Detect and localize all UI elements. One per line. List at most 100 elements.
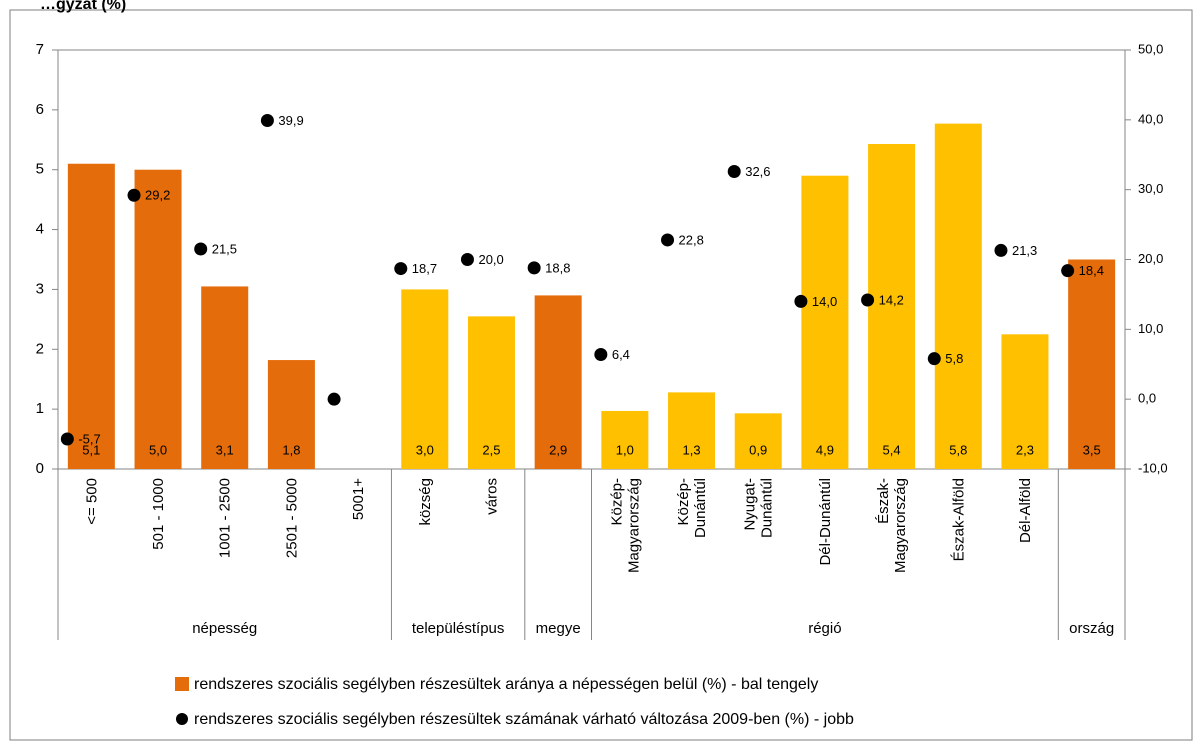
x-axis-category-label: Közép-Dunántúl: [675, 478, 709, 538]
x-axis-category-label: Dél-Alföld: [1017, 478, 1034, 543]
data-point-label: 32,6: [745, 164, 770, 179]
bar: [801, 175, 849, 469]
group-label: településtípus: [412, 620, 505, 637]
data-point-label: 18,7: [412, 261, 437, 276]
data-point: [394, 262, 408, 276]
left-axis-tick-label: 6: [36, 101, 44, 118]
data-point-label: 6,4: [612, 347, 630, 362]
bar-data-label: 0,9: [749, 442, 767, 457]
group-label: megye: [536, 620, 581, 637]
data-point: [194, 242, 208, 256]
data-point: [327, 392, 341, 406]
right-axis-tick-label: 40,0: [1138, 111, 1163, 126]
bar: [201, 286, 249, 469]
x-axis-category-label: Dél-Dunántúl: [817, 478, 834, 566]
data-point: [60, 432, 74, 446]
data-point: [260, 114, 274, 128]
bar: [401, 289, 449, 469]
bar: [134, 169, 182, 469]
bar: [1068, 259, 1116, 469]
data-point-label: 18,8: [545, 260, 570, 275]
bar: [467, 316, 515, 469]
x-axis-category-label: <= 500: [83, 478, 100, 525]
data-point-label: 14,2: [879, 292, 904, 307]
bar: [534, 295, 582, 469]
x-axis-category-label: Nyugat-Dunántúl: [742, 478, 776, 538]
data-point-label: 29,2: [145, 188, 170, 203]
left-axis-tick-label: 5: [36, 161, 44, 178]
bar-data-label: 3,5: [1083, 442, 1101, 457]
right-axis-tick-label: -10,0: [1138, 460, 1168, 475]
bar: [668, 392, 716, 469]
bar-data-label: 5,4: [883, 442, 901, 457]
left-axis-tick-label: 1: [36, 400, 44, 417]
data-point-label: 39,9: [278, 113, 303, 128]
right-axis-tick-label: 0,0: [1138, 391, 1156, 406]
x-axis-category-label: Észak-Magyarország: [875, 478, 909, 573]
legend-label-dot: rendszeres szociális segélyben részesült…: [194, 711, 854, 728]
bar-data-label: 1,3: [682, 442, 700, 457]
data-point: [527, 261, 541, 275]
bar-data-label: 4,9: [816, 442, 834, 457]
data-point-label: -5,7: [78, 431, 100, 446]
group-label: népesség: [192, 620, 257, 637]
x-axis-category-label: Közép-Magyarország: [608, 478, 642, 573]
bar-data-label: 3,0: [416, 442, 434, 457]
bar-data-label: 2,3: [1016, 442, 1034, 457]
bar: [734, 413, 782, 469]
left-axis-tick-label: 2: [36, 340, 44, 357]
data-point: [794, 294, 808, 308]
right-axis-tick-label: 30,0: [1138, 181, 1163, 196]
bar: [934, 123, 982, 470]
x-axis-category-label: város: [483, 478, 500, 515]
data-point-label: 21,5: [212, 241, 237, 256]
data-point-label: 14,0: [812, 294, 837, 309]
data-point: [727, 165, 741, 179]
data-point: [994, 243, 1008, 257]
right-axis-tick-label: 20,0: [1138, 251, 1163, 266]
bar-data-label: 2,9: [549, 442, 567, 457]
bar: [601, 410, 649, 469]
bar-data-label: 5,8: [949, 442, 967, 457]
right-axis-tick-label: 10,0: [1138, 321, 1163, 336]
bar-data-label: 1,8: [282, 442, 300, 457]
right-axis-tick-label: 50,0: [1138, 41, 1163, 56]
left-axis-tick-label: 0: [36, 460, 44, 477]
bar-data-label: 3,1: [216, 442, 234, 457]
bar: [868, 143, 916, 469]
bar-data-label: 1,0: [616, 442, 634, 457]
bar: [67, 163, 115, 469]
bar-data-label: 5,1: [82, 442, 100, 457]
bar: [267, 360, 315, 469]
data-point: [1061, 264, 1075, 278]
x-axis-category-label: 1001 - 2500: [217, 478, 234, 558]
data-point-label: 5,8: [945, 351, 963, 366]
data-point: [661, 233, 675, 247]
group-label: régió: [808, 620, 841, 637]
x-axis-category-label: 2501 - 5000: [283, 478, 300, 558]
data-point-label: 18,4: [1079, 263, 1104, 278]
legend-label-bar: rendszeres szociális segélyben részesült…: [194, 676, 818, 693]
x-axis-category-label: Észak-Alföld: [950, 478, 967, 561]
data-point: [127, 188, 141, 202]
left-axis-tick-label: 3: [36, 280, 44, 297]
group-label: ország: [1069, 620, 1114, 637]
legend-marker-dot: [176, 713, 188, 725]
data-point: [927, 352, 941, 366]
chart-title: …gyzat (%): [40, 0, 126, 13]
bar-data-label: 5,0: [149, 442, 167, 457]
x-axis-category-label: 5001+: [350, 478, 367, 520]
x-axis-category-label: község: [417, 478, 434, 526]
data-point: [594, 347, 608, 361]
data-point-label: 20,0: [478, 252, 503, 267]
left-axis-tick-label: 7: [36, 41, 44, 58]
data-point-label: 21,3: [1012, 243, 1037, 258]
legend-swatch-bar: [175, 677, 189, 691]
bar-data-label: 2,5: [482, 442, 500, 457]
bar: [1001, 334, 1049, 469]
data-point: [460, 253, 474, 266]
data-point: [861, 293, 875, 307]
left-axis-tick-label: 4: [36, 221, 44, 238]
data-point-label: 22,8: [679, 232, 704, 247]
